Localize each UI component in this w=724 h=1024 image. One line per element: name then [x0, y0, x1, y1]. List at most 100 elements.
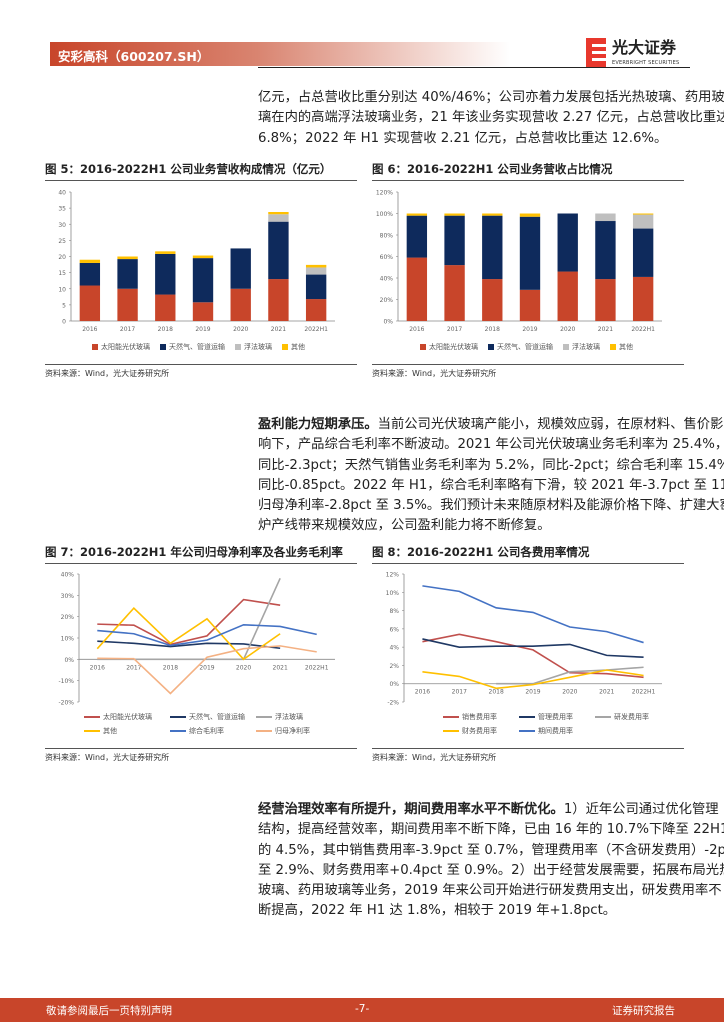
series-line: [97, 598, 281, 646]
bar-segment: [192, 258, 214, 303]
y-tick-label: 10%: [61, 636, 75, 643]
bar-segment: [482, 279, 503, 321]
x-tick-label: 2018: [489, 689, 504, 696]
y-tick-label: 0%: [383, 319, 393, 326]
legend-label: 太阳能光伏玻璃: [429, 343, 478, 351]
legend-label: 浮法玻璃: [275, 713, 303, 721]
legend-item: 太阳能光伏玻璃: [92, 340, 150, 354]
x-tick-label: 2022H1: [632, 689, 656, 696]
legend-item: 浮法玻璃: [256, 710, 336, 724]
logo-en: EVERBRIGHT SECURITIES: [612, 60, 680, 66]
y-tick-label: 10%: [386, 590, 400, 597]
x-tick-label: 2022H1: [304, 326, 328, 333]
footer-report-type: 证券研究报告: [612, 1005, 675, 1017]
bar-segment: [406, 215, 428, 258]
y-tick-label: 15: [58, 270, 66, 277]
legend-label: 其他: [619, 343, 633, 351]
brand-logo: 光大证券 EVERBRIGHT SECURITIES: [586, 38, 696, 70]
text-line: 同比-0.85pct。2022 年 H1，综合毛利率略有下滑，较 2021 年-…: [258, 477, 724, 493]
bar-segment: [557, 213, 578, 272]
y-tick-label: 40: [58, 190, 66, 197]
y-tick-label: 25: [58, 238, 66, 245]
text-line: 至 2.9%、财务费用率+0.4pct 至 0.9%。2）出于经营发展需要，拓展…: [258, 862, 724, 878]
legend-item: 浮法玻璃: [235, 340, 272, 354]
bar-segment: [268, 279, 289, 321]
bar-segment: [519, 289, 541, 321]
y-tick-label: 12%: [386, 572, 400, 579]
bar-segment: [79, 259, 101, 263]
bar-segment: [230, 248, 251, 289]
bar-segment: [268, 211, 289, 215]
y-tick-label: 20%: [380, 297, 394, 304]
chart6-source: 资料来源：Wind，光大证券研究所: [372, 364, 684, 379]
bar-segment: [192, 255, 214, 259]
y-tick-label: 40%: [380, 276, 394, 283]
series-line: [96, 606, 281, 661]
legend-swatch: [563, 344, 569, 350]
legend-item: 太阳能光伏玻璃: [420, 340, 478, 354]
bar-segment: [444, 215, 465, 266]
legend-label: 浮法玻璃: [244, 343, 272, 351]
y-tick-label: 80%: [380, 233, 394, 240]
x-tick-label: 2016: [409, 326, 424, 333]
legend-item: 其他: [610, 340, 633, 354]
chart8-title: 图 8：2016-2022H1 公司各费用率情况: [372, 544, 684, 564]
x-tick-label: 2020: [560, 326, 575, 333]
chart8-source: 资料来源：Wind，光大证券研究所: [372, 748, 684, 763]
legend-item: 归母净利率: [256, 724, 336, 738]
legend-swatch: [84, 716, 100, 718]
legend-item: 管理费用率: [519, 710, 589, 724]
legend-item: 综合毛利率: [170, 724, 250, 738]
bar-segment: [482, 215, 503, 280]
series-line: [422, 669, 644, 690]
y-tick-label: 30: [58, 222, 66, 229]
legend-label: 天然气、管道运输: [497, 343, 553, 351]
legend-label: 期间费用率: [538, 727, 573, 735]
header-bar: 安彩高科（600207.SH）: [50, 42, 510, 66]
x-tick-label: 2018: [163, 664, 178, 671]
y-tick-label: -10%: [58, 678, 74, 685]
x-tick-label: 2019: [199, 664, 214, 671]
bar-segment: [519, 213, 541, 217]
legend-swatch: [92, 344, 98, 350]
text-line: 归母净利率-2.8pct 至 3.5%。我们预计未来随原材料及能源价格下降、扩建…: [258, 498, 724, 514]
series-line: [496, 666, 644, 685]
legend-label: 其他: [103, 727, 117, 735]
paragraph-1: 亿元，占总营收比重分别达 40%/46%；公司亦着力发展包括光热玻璃、药用玻 璃…: [258, 88, 724, 149]
legend-swatch: [256, 730, 272, 732]
chart5-title: 图 5：2016-2022H1 公司业务营收构成情况（亿元）: [45, 161, 357, 181]
chart6-svg: 0% 20% 40% 60% 80% 100% 120% 2016 2017 2018 2019 20…: [376, 190, 662, 333]
y-tick-label: 35: [58, 206, 66, 213]
bar-segment: [155, 294, 176, 321]
bar-segment: [595, 279, 616, 321]
legend-label: 太阳能光伏玻璃: [101, 343, 150, 351]
paragraph-3: 经营治理效率有所提升，期间费用率水平不断优化。1）近年公司通过优化管理 结构，提…: [258, 800, 724, 922]
x-tick-label: 2019: [525, 689, 540, 696]
legend-item: 太阳能光伏玻璃: [84, 710, 164, 724]
legend-label: 归母净利率: [275, 727, 310, 735]
bar-segment: [444, 265, 465, 321]
bar-segment: [192, 302, 214, 321]
legend-label: 其他: [291, 343, 305, 351]
x-tick-label: 2017: [447, 326, 462, 333]
legend-item: 浮法玻璃: [563, 340, 600, 354]
y-tick-label: 120%: [376, 190, 393, 197]
y-tick-label: 0%: [64, 657, 74, 664]
legend-swatch: [443, 716, 459, 718]
text-line: 6.8%；2022 年 H1 实现营收 2.21 亿元，占总营收比重达 12.6…: [258, 130, 668, 146]
y-tick-label: 8%: [389, 608, 399, 615]
chart6-title: 图 6：2016-2022H1 公司业务营收占比情况: [372, 161, 684, 181]
y-tick-label: 100%: [376, 211, 393, 218]
legend-item: 天然气、管道运输: [488, 340, 553, 354]
text-line: 亿元，占总营收比重分别达 40%/46%；公司亦着力发展包括光热玻璃、药用玻: [258, 90, 724, 105]
legend-swatch: [420, 344, 426, 350]
legend-swatch: [488, 344, 494, 350]
x-tick-label: 2022H1: [305, 664, 329, 671]
bar-segment: [117, 288, 138, 321]
logo-mark-icon: [586, 38, 606, 68]
text-line: 炉产线带来规模效应，公司盈利能力将不断修复。: [258, 518, 551, 534]
legend-item: 期间费用率: [519, 724, 589, 738]
chart5-legend: 太阳能光伏玻璃 天然气、管道运输 浮法玻璃 其他: [92, 340, 352, 354]
bar-segment: [305, 299, 327, 321]
